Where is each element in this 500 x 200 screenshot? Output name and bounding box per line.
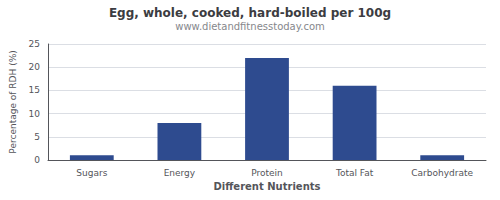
svg-text:Carbohydrate: Carbohydrate <box>411 168 473 178</box>
svg-text:15: 15 <box>29 85 40 95</box>
svg-text:Different Nutrients: Different Nutrients <box>214 181 321 192</box>
svg-text:Total Fat: Total Fat <box>335 168 374 178</box>
svg-text:Energy: Energy <box>164 168 196 178</box>
svg-text:5: 5 <box>34 132 40 142</box>
svg-text:Egg, whole, cooked, hard-boile: Egg, whole, cooked, hard-boiled per 100g <box>109 6 391 20</box>
svg-text:25: 25 <box>29 39 40 49</box>
svg-text:Protein: Protein <box>251 168 283 178</box>
svg-text:20: 20 <box>29 62 41 72</box>
svg-text:Percentage of RDH (%): Percentage of RDH (%) <box>8 50 18 153</box>
svg-text:10: 10 <box>29 109 41 119</box>
svg-text:Sugars: Sugars <box>76 168 107 178</box>
svg-text:www.dietandfitnesstoday.com: www.dietandfitnesstoday.com <box>175 21 324 32</box>
svg-text:0: 0 <box>34 155 40 165</box>
